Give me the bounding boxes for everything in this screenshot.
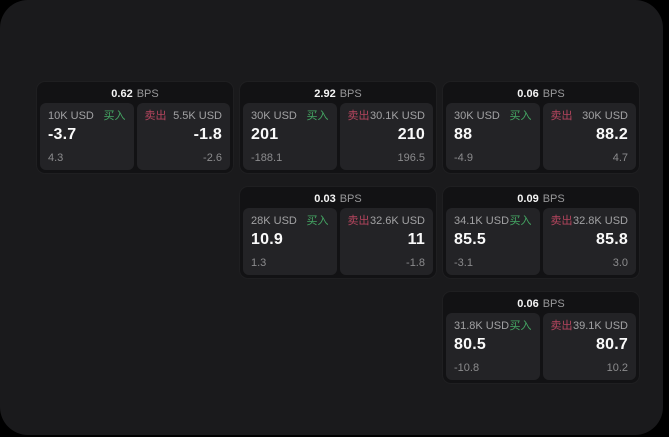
quote-card[interactable]: 0.06 BPS 30K USD 买入 88 -4.9 卖出 <box>443 82 639 173</box>
sell-tile[interactable]: 卖出 30.1K USD 210 196.5 <box>339 103 433 170</box>
buy-price: 85.5 <box>454 231 486 248</box>
buy-sub-value: -10.8 <box>454 362 480 374</box>
bps-value: 0.09 <box>517 193 539 205</box>
sell-tile[interactable]: 卖出 32.6K USD 11 -1.8 <box>339 208 433 275</box>
buy-price: 80.5 <box>454 336 486 353</box>
tile-pair: 30K USD 买入 201 -188.1 卖出 30.1K USD 210 1… <box>243 103 433 170</box>
sell-side-label: 卖出 <box>144 110 167 122</box>
sell-tile[interactable]: 卖出 30K USD 88.2 4.7 <box>542 103 636 170</box>
sell-sub-value: 4.7 <box>612 152 628 164</box>
sell-price: 85.8 <box>596 231 628 248</box>
sell-amount: 39.1K USD <box>572 320 628 332</box>
sell-side-label: 卖出 <box>550 215 573 227</box>
quote-card[interactable]: 0.09 BPS 34.1K USD 买入 85.5 -3.1 卖出 <box>443 187 639 278</box>
buy-amount: 30K USD <box>251 110 297 122</box>
buy-amount: 30K USD <box>454 110 500 122</box>
sell-price: -1.8 <box>193 126 222 143</box>
buy-side-label: 买入 <box>509 320 532 332</box>
buy-sub-value: -4.9 <box>454 152 473 164</box>
sell-tile[interactable]: 卖出 39.1K USD 80.7 10.2 <box>542 313 636 380</box>
sell-price: 88.2 <box>596 126 628 143</box>
sell-sub-value: -1.8 <box>406 257 425 269</box>
buy-tile[interactable]: 30K USD 买入 88 -4.9 <box>446 103 540 170</box>
sell-side-label: 卖出 <box>550 320 573 332</box>
buy-amount: 10K USD <box>48 110 94 122</box>
bps-unit-label: BPS <box>542 193 565 205</box>
sell-side-label: 卖出 <box>347 110 370 122</box>
buy-amount: 28K USD <box>251 215 297 227</box>
sell-side-label: 卖出 <box>347 215 370 227</box>
buy-price: 88 <box>454 126 473 143</box>
buy-side-label: 买入 <box>306 215 329 227</box>
buy-tile[interactable]: 28K USD 买入 10.9 1.3 <box>243 208 337 275</box>
sell-amount: 30.1K USD <box>369 110 425 122</box>
buy-sub-value: 4.3 <box>48 152 64 164</box>
bps-unit-label: BPS <box>542 298 565 310</box>
buy-side-label: 买入 <box>306 110 329 122</box>
buy-tile[interactable]: 31.8K USD 买入 80.5 -10.8 <box>446 313 540 380</box>
card-header: 0.06 BPS <box>446 85 636 103</box>
bps-value: 0.62 <box>111 88 133 100</box>
buy-sub-value: -188.1 <box>251 152 283 164</box>
buy-side-label: 买入 <box>509 215 532 227</box>
bps-unit-label: BPS <box>339 193 362 205</box>
quote-card[interactable]: 0.03 BPS 28K USD 买入 10.9 1.3 卖出 <box>240 187 436 278</box>
buy-tile[interactable]: 10K USD 买入 -3.7 4.3 <box>40 103 134 170</box>
card-header: 0.03 BPS <box>243 190 433 208</box>
quote-card-grid: 0.62 BPS 10K USD 买入 -3.7 4.3 卖出 <box>37 82 639 383</box>
sell-sub-value: 10.2 <box>606 362 628 374</box>
sell-price: 80.7 <box>596 336 628 353</box>
sell-side-label: 卖出 <box>550 110 573 122</box>
buy-amount: 31.8K USD <box>454 320 510 332</box>
tile-pair: 31.8K USD 买入 80.5 -10.8 卖出 39.1K USD 80.… <box>446 313 636 380</box>
sell-price: 210 <box>397 126 425 143</box>
bps-value: 0.06 <box>517 88 539 100</box>
bps-value: 0.06 <box>517 298 539 310</box>
tile-pair: 34.1K USD 买入 85.5 -3.1 卖出 32.8K USD 85.8… <box>446 208 636 275</box>
bps-unit-label: BPS <box>542 88 565 100</box>
sell-amount: 32.6K USD <box>369 215 425 227</box>
bps-unit-label: BPS <box>339 88 362 100</box>
buy-tile[interactable]: 34.1K USD 买入 85.5 -3.1 <box>446 208 540 275</box>
buy-sub-value: 1.3 <box>251 257 267 269</box>
sell-sub-value: 3.0 <box>612 257 628 269</box>
sell-sub-value: 196.5 <box>397 152 425 164</box>
tile-pair: 30K USD 买入 88 -4.9 卖出 30K USD 88.2 4.7 <box>446 103 636 170</box>
quote-card[interactable]: 0.62 BPS 10K USD 买入 -3.7 4.3 卖出 <box>37 82 233 173</box>
buy-price: 10.9 <box>251 231 283 248</box>
card-header: 0.62 BPS <box>40 85 230 103</box>
sell-price: 11 <box>407 231 425 248</box>
buy-price: 201 <box>251 126 279 143</box>
buy-side-label: 买入 <box>509 110 532 122</box>
tile-pair: 10K USD 买入 -3.7 4.3 卖出 5.5K USD -1.8 -2.… <box>40 103 230 170</box>
bps-value: 0.03 <box>314 193 336 205</box>
sell-sub-value: -2.6 <box>203 152 222 164</box>
sell-amount: 30K USD <box>582 110 628 122</box>
buy-sub-value: -3.1 <box>454 257 473 269</box>
quote-card[interactable]: 2.92 BPS 30K USD 买入 201 -188.1 卖出 <box>240 82 436 173</box>
sell-amount: 32.8K USD <box>572 215 628 227</box>
buy-amount: 34.1K USD <box>454 215 510 227</box>
bps-unit-label: BPS <box>136 88 159 100</box>
bps-value: 2.92 <box>314 88 336 100</box>
tile-pair: 28K USD 买入 10.9 1.3 卖出 32.6K USD 11 -1.8 <box>243 208 433 275</box>
buy-tile[interactable]: 30K USD 买入 201 -188.1 <box>243 103 337 170</box>
buy-side-label: 买入 <box>103 110 126 122</box>
card-header: 0.06 BPS <box>446 295 636 313</box>
sell-tile[interactable]: 卖出 5.5K USD -1.8 -2.6 <box>136 103 230 170</box>
sell-tile[interactable]: 卖出 32.8K USD 85.8 3.0 <box>542 208 636 275</box>
buy-price: -3.7 <box>48 126 77 143</box>
quote-card[interactable]: 0.06 BPS 31.8K USD 买入 80.5 -10.8 卖 <box>443 292 639 383</box>
card-header: 0.09 BPS <box>446 190 636 208</box>
card-header: 2.92 BPS <box>243 85 433 103</box>
sell-amount: 5.5K USD <box>173 110 222 122</box>
